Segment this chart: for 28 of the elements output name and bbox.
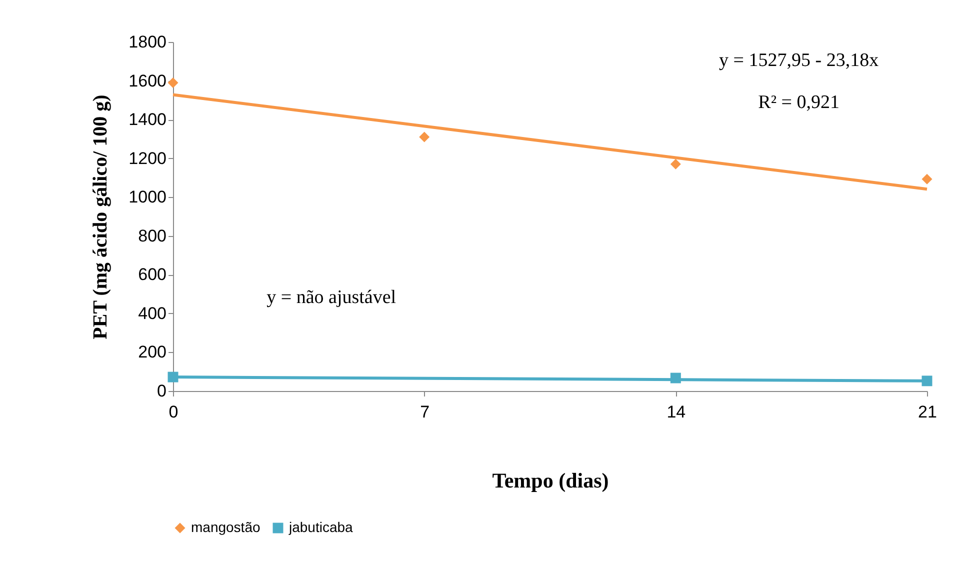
point bbox=[670, 158, 681, 170]
point bbox=[168, 77, 178, 88]
x-tick-label: 21 bbox=[918, 402, 937, 422]
y-tick-label: 400 bbox=[138, 304, 166, 323]
y-tick-label: 200 bbox=[138, 342, 166, 362]
x-tick-label: 7 bbox=[420, 402, 430, 422]
annotation: y = não ajustável bbox=[266, 287, 396, 308]
y-tick-label: 0 bbox=[157, 382, 166, 400]
point bbox=[670, 372, 681, 384]
x-axis-title: Tempo (dias) bbox=[492, 468, 609, 492]
y-tick-label: 1000 bbox=[128, 188, 166, 207]
y-tick-label: 1600 bbox=[128, 71, 166, 90]
x-tick-label: 14 bbox=[666, 402, 686, 422]
point bbox=[168, 372, 178, 382]
annotation: y = 1527,95 - 23,18x bbox=[719, 50, 880, 71]
y-tick-label: 1200 bbox=[128, 148, 166, 168]
legend-label: mangostão bbox=[191, 519, 260, 535]
y-tick-label: 800 bbox=[138, 226, 166, 246]
y-tick-label: 1800 bbox=[128, 32, 166, 52]
point bbox=[922, 174, 932, 184]
point bbox=[922, 376, 932, 386]
annotation: R² = 0,921 bbox=[758, 92, 840, 113]
y-axis-title: PET (mg ácido gálico/ 100 g) bbox=[90, 94, 112, 340]
x-tick-label: 0 bbox=[168, 402, 178, 422]
y-tick-label: 600 bbox=[138, 265, 166, 284]
y-tick-label: 1400 bbox=[128, 110, 166, 130]
point bbox=[419, 132, 430, 142]
legend-label: jabuticaba bbox=[288, 519, 354, 535]
